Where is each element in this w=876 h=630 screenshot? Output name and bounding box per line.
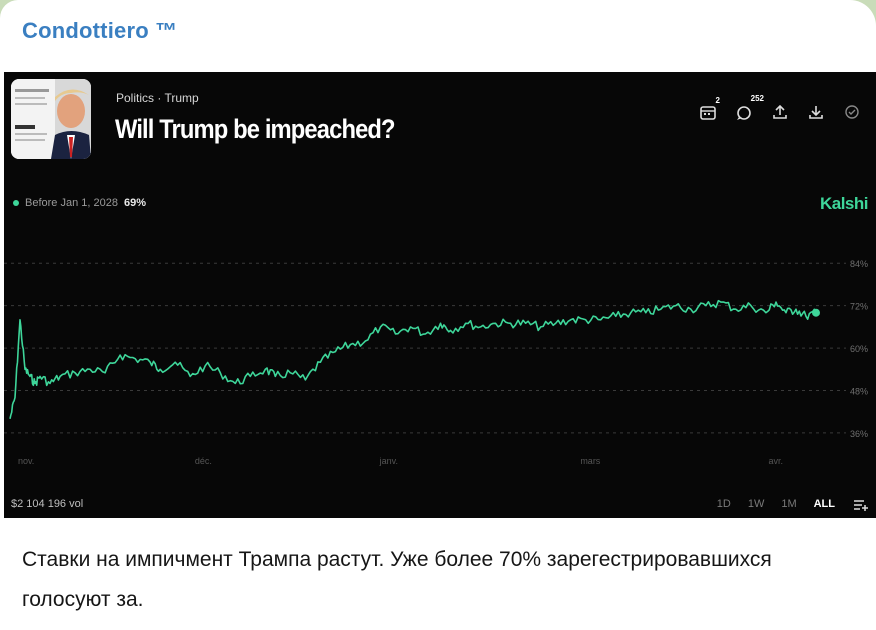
market-thumbnail	[11, 79, 91, 159]
range-1w[interactable]: 1W	[747, 498, 765, 510]
chart-settings-icon[interactable]	[852, 496, 868, 512]
comments-badge: 252	[750, 94, 764, 103]
legend-value: 69%	[123, 197, 146, 209]
screenshot-media[interactable]: Politics · Trump Will Trump be impeached…	[4, 72, 876, 518]
breadcrumb[interactable]: Politics · Trump	[116, 91, 199, 105]
channel-name[interactable]: Condottiero ™	[22, 18, 178, 43]
share-icon[interactable]	[770, 102, 790, 122]
kalshi-logo: Kalshi	[819, 194, 869, 213]
y-tick-label: 48%	[850, 387, 868, 397]
x-tick-label: déc.	[195, 456, 212, 466]
range-1m[interactable]: 1M	[781, 498, 797, 510]
x-tick-label: avr.	[768, 456, 783, 466]
market-toolbar: 2 252	[698, 94, 862, 122]
y-tick-label: 72%	[850, 302, 868, 312]
calendar-badge: 2	[715, 96, 720, 105]
y-tick-label: 36%	[850, 429, 868, 439]
range-all[interactable]: ALL	[813, 498, 835, 510]
price-chart[interactable]: 84% 72% 60% 48% 36% nov. déc. janv. mars avr.	[4, 222, 876, 472]
legend-label: Before Jan 1, 2028	[25, 197, 118, 209]
calendar-icon[interactable]: 2	[698, 96, 720, 122]
x-tick-label: mars	[580, 456, 600, 466]
chart-legend: Before Jan 1, 2028 69%	[13, 197, 146, 209]
range-selector: 1D 1W 1M ALL	[717, 496, 868, 512]
y-tick-label: 84%	[850, 259, 868, 269]
check-circle-icon[interactable]	[842, 102, 862, 122]
current-point	[812, 308, 820, 317]
volume-label: $2 104 196 vol	[11, 498, 84, 510]
y-tick-label: 60%	[850, 344, 868, 354]
comments-icon[interactable]: 252	[734, 94, 764, 122]
x-tick-label: janv.	[379, 456, 398, 466]
legend-dot	[13, 200, 19, 206]
download-icon[interactable]	[806, 102, 826, 122]
x-tick-label: nov.	[18, 456, 34, 466]
range-1d[interactable]: 1D	[716, 498, 731, 510]
market-title: Will Trump be impeached?	[115, 114, 396, 144]
series-line	[9, 299, 817, 419]
message-caption: Ставки на импичмент Трампа растут. Уже б…	[22, 548, 772, 611]
